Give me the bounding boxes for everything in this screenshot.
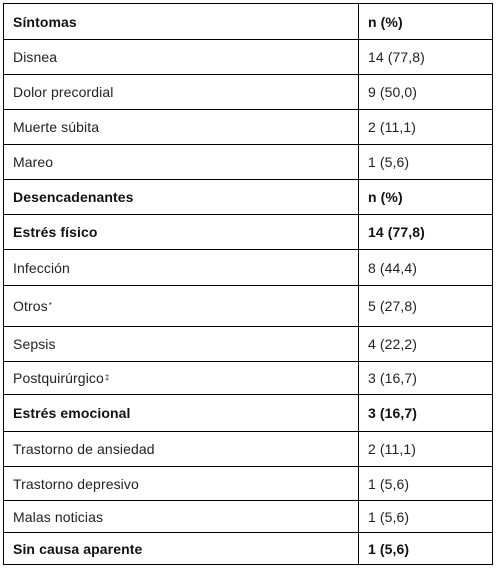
table-row: Estrés emocional 3 (16,7) (3, 395, 493, 432)
row-label: Dolor precordial (13, 84, 114, 100)
table-row: Desencadenantes n (%) (3, 180, 493, 215)
row-label-cell: Estrés emocional (4, 395, 359, 431)
row-value-cell: 1 (5,6) (359, 501, 492, 532)
row-label-cell: Dolor precordial (4, 75, 359, 109)
row-label: Otros (13, 298, 48, 314)
row-label-cell: Sepsis (4, 327, 359, 361)
row-label: Infección (13, 259, 70, 276)
row-value: n (%) (368, 13, 403, 30)
table-row: Sin causa aparente 1 (5,6) (3, 533, 493, 565)
row-value-cell: 2 (11,1) (359, 432, 492, 466)
row-value-cell: 8 (44,4) (359, 250, 492, 285)
row-label: Sepsis (13, 336, 56, 352)
row-value: 9 (50,0) (368, 84, 418, 100)
footnote-mark: * (48, 300, 52, 310)
table-row: Otros * 5 (27,8) (3, 286, 493, 327)
table-row: Estrés físico 14 (77,8) (3, 215, 493, 250)
row-value-cell: 5 (27,8) (359, 286, 492, 326)
footnote-mark: ‡ (104, 372, 110, 382)
row-label-cell: Síntomas (4, 4, 359, 39)
table-row: Infección 8 (44,4) (3, 250, 493, 286)
row-label-cell: Postquirúrgico ‡ (4, 362, 359, 394)
row-label-cell: Desencadenantes (4, 180, 359, 214)
row-label: Trastorno depresivo (13, 475, 139, 492)
row-value-cell: 14 (77,8) (359, 40, 492, 74)
row-label-cell: Muerte súbita (4, 110, 359, 144)
row-value-cell: 1 (5,6) (359, 467, 492, 500)
row-value-cell: 4 (22,2) (359, 327, 492, 361)
row-value: 3 (16,7) (368, 405, 418, 421)
row-label: Trastorno de ansiedad (13, 441, 155, 457)
table-row: Disnea 14 (77,8) (3, 40, 493, 75)
row-label: Muerte súbita (13, 119, 100, 135)
row-value: 1 (5,6) (368, 508, 410, 525)
table-row: Postquirúrgico ‡ 3 (16,7) (3, 362, 493, 395)
row-label-cell: Trastorno de ansiedad (4, 432, 359, 466)
row-value-cell: n (%) (359, 4, 492, 39)
row-label: Malas noticias (13, 508, 104, 525)
table-row: Dolor precordial 9 (50,0) (3, 75, 493, 110)
row-label: Mareo (13, 154, 54, 170)
row-label: Postquirúrgico (13, 370, 104, 386)
row-label: Sin causa aparente (13, 540, 143, 557)
row-value-cell: 3 (16,7) (359, 395, 492, 431)
row-value-cell: 3 (16,7) (359, 362, 492, 394)
row-label: Disnea (13, 49, 58, 65)
row-value: 3 (16,7) (368, 370, 418, 386)
row-value: 14 (77,8) (368, 224, 425, 240)
table-row: Síntomas n (%) (3, 3, 493, 40)
row-label: Estrés emocional (13, 405, 131, 421)
row-value: n (%) (368, 189, 403, 205)
row-label-cell: Disnea (4, 40, 359, 74)
row-label-cell: Infección (4, 250, 359, 285)
row-value-cell: 1 (5,6) (359, 145, 492, 179)
row-value-cell: 2 (11,1) (359, 110, 492, 144)
row-label: Síntomas (13, 13, 77, 30)
data-table: Síntomas n (%) Disnea 14 (77,8) Dolor pr… (3, 3, 493, 565)
table-row: Muerte súbita 2 (11,1) (3, 110, 493, 145)
row-value-cell: n (%) (359, 180, 492, 214)
row-value-cell: 14 (77,8) (359, 215, 492, 249)
row-label-cell: Trastorno depresivo (4, 467, 359, 500)
row-value-cell: 9 (50,0) (359, 75, 492, 109)
row-value: 8 (44,4) (368, 259, 418, 276)
row-value: 4 (22,2) (368, 336, 418, 352)
table-row: Trastorno depresivo 1 (5,6) (3, 467, 493, 501)
row-value: 1 (5,6) (368, 540, 410, 557)
table-row: Sepsis 4 (22,2) (3, 327, 493, 362)
row-value: 2 (11,1) (368, 441, 417, 457)
row-label-cell: Mareo (4, 145, 359, 179)
row-value: 1 (5,6) (368, 154, 410, 170)
row-value-cell: 1 (5,6) (359, 533, 492, 564)
row-value: 1 (5,6) (368, 475, 410, 492)
row-label-cell: Malas noticias (4, 501, 359, 532)
row-value: 5 (27,8) (368, 298, 418, 314)
row-value: 2 (11,1) (368, 119, 417, 135)
table-row: Malas noticias 1 (5,6) (3, 501, 493, 533)
row-label-cell: Estrés físico (4, 215, 359, 249)
table-row: Mareo 1 (5,6) (3, 145, 493, 180)
row-label-cell: Otros * (4, 286, 359, 326)
row-label: Estrés físico (13, 224, 98, 240)
row-value: 14 (77,8) (368, 49, 425, 65)
table-row: Trastorno de ansiedad 2 (11,1) (3, 432, 493, 467)
row-label: Desencadenantes (13, 189, 134, 205)
row-label-cell: Sin causa aparente (4, 533, 359, 564)
